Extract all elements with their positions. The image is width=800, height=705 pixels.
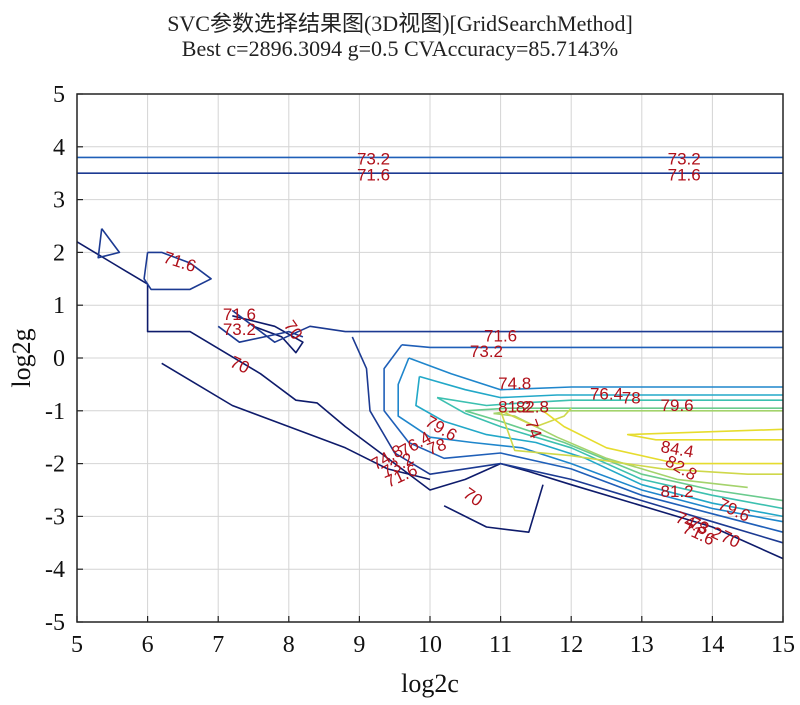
contour-line-71-6 <box>97 228 121 259</box>
y-tick-label: 3 <box>53 188 65 214</box>
contour-line-79-6 <box>465 407 783 412</box>
contour-line-73-2 <box>383 344 784 533</box>
contour-label: 82.8 <box>516 398 549 417</box>
x-tick-label: 9 <box>353 632 365 658</box>
contour-label: 76.4 <box>590 384 623 403</box>
y-tick-label: -2 <box>45 452 65 478</box>
contour-line-71-6 <box>351 336 784 544</box>
y-tick-label: -4 <box>45 557 65 583</box>
y-tick-label: 5 <box>53 82 65 108</box>
contour-line-84-4 <box>626 428 784 441</box>
contour-line-78 <box>436 396 784 510</box>
contour-line-71-6 <box>231 309 783 343</box>
x-tick-label: 12 <box>559 632 583 658</box>
contour-line-82-8 <box>499 410 783 475</box>
x-tick-label: 15 <box>771 632 795 658</box>
y-tick-label: 1 <box>53 293 65 319</box>
x-tick-label: 8 <box>283 632 295 658</box>
y-axis-label: log2g <box>7 328 36 387</box>
contour-line-76-4 <box>415 376 784 518</box>
contour-label: 81.2 <box>498 398 531 417</box>
contour-label: 74.8 <box>498 374 531 393</box>
contour-line-71-6 <box>217 325 304 343</box>
y-tick-label: 0 <box>53 346 65 372</box>
contour-line-82-8 <box>500 407 572 428</box>
y-tick-label: -5 <box>45 610 65 636</box>
chart-title: SVC参数选择结果图(3D视图)[GridSearchMethod] <box>167 11 633 36</box>
contour-label: 73.2 <box>668 149 701 168</box>
x-tick-label: 14 <box>700 632 724 658</box>
contour-label: 71.6 <box>223 305 256 324</box>
y-tick-label: 4 <box>53 135 65 161</box>
contour-label: 71.6 <box>668 165 701 184</box>
contour-line-71-6 <box>143 251 212 291</box>
contour-line-78 <box>436 396 783 407</box>
x-tick-label: 11 <box>489 632 512 658</box>
x-tick-label: 6 <box>142 632 154 658</box>
contour-label: 73.2 <box>223 320 256 339</box>
x-tick-label: 13 <box>630 632 654 658</box>
contour-label: 73.2 <box>470 342 503 361</box>
x-tick-label: 5 <box>71 632 83 658</box>
y-tick-label: -3 <box>45 504 65 530</box>
contour-line-73-2 <box>401 344 783 349</box>
contour-line-70 <box>76 241 784 560</box>
x-tick-label: 7 <box>212 632 224 658</box>
contour-line-74-8 <box>408 357 783 391</box>
x-tick-label: 10 <box>418 632 442 658</box>
y-tick-label: -1 <box>45 399 65 425</box>
contour-line-70 <box>443 484 544 533</box>
contour-line-70 <box>232 315 304 354</box>
y-tick-label: 2 <box>53 240 65 266</box>
contour-label: 71.6 <box>357 165 390 184</box>
chart-subtitle: Best c=2896.3094 g=0.5 CVAccuracy=85.714… <box>181 36 619 61</box>
contour-label: 78 <box>622 389 641 408</box>
contour-label: 81.2 <box>661 482 694 501</box>
x-axis-label: log2c <box>401 669 459 698</box>
contour-label: 71.6 <box>484 326 517 345</box>
contour-label: 70 <box>460 484 486 510</box>
contour-label: 79.6 <box>661 396 694 415</box>
contour-line-79-6 <box>465 410 784 502</box>
contour-line-74-8 <box>397 357 784 523</box>
contour-line-76-4 <box>419 375 783 399</box>
contour-line-70 <box>161 362 431 481</box>
contour-label: 73.2 <box>357 149 390 168</box>
contour-label: 79.6 <box>715 495 753 526</box>
contour-line-84-4 <box>542 410 783 465</box>
